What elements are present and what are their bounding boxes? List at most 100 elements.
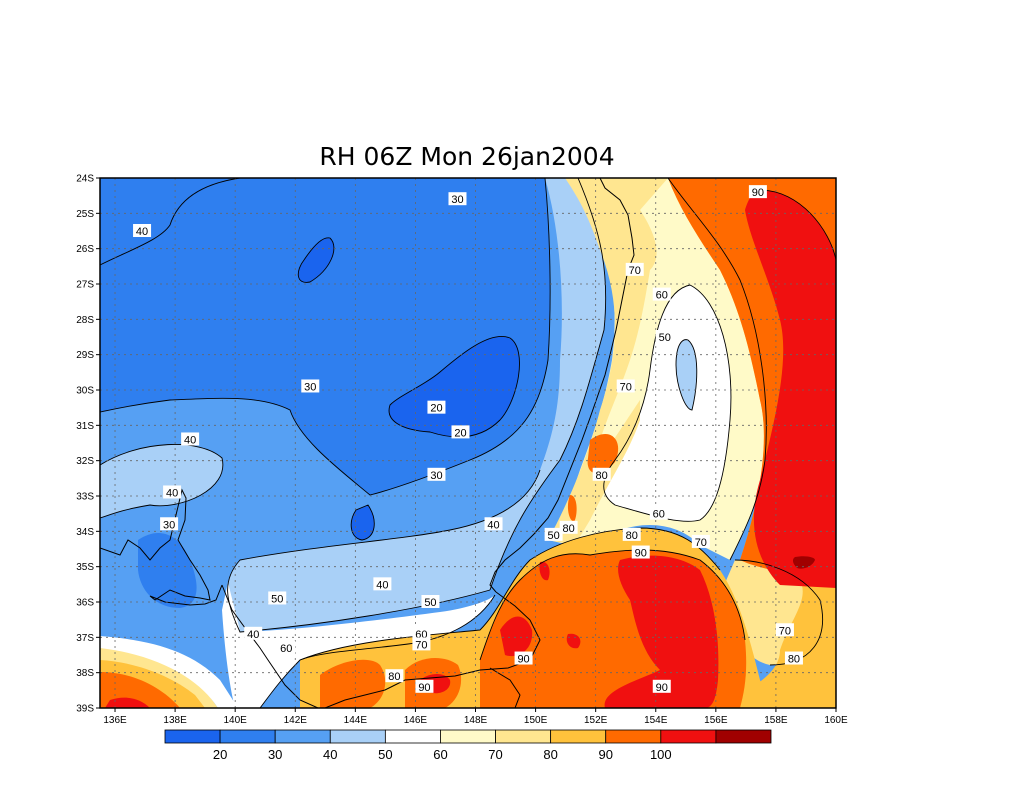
contour-label-text: 30 <box>430 470 442 482</box>
colorbar-label: 20 <box>213 747 227 762</box>
coastline-spencer-gulf <box>100 488 223 606</box>
contour-label-bg <box>421 595 440 608</box>
map-frame <box>99 177 837 709</box>
contour-label-bg <box>412 637 431 651</box>
contour-label: 80 <box>592 467 611 482</box>
contour-label: 50 <box>655 330 674 344</box>
colorbar-swatch <box>219 729 276 744</box>
contour-line-30 <box>100 178 241 266</box>
contour-label: 40 <box>133 224 152 238</box>
contour-label: 70 <box>691 534 710 549</box>
rh-region-90-100-islet-2 <box>587 433 619 474</box>
lat-tick-label: 35S <box>76 562 94 573</box>
contour-label-text: 30 <box>451 194 463 206</box>
contour-label-bg <box>448 192 467 206</box>
contour-label-text: 90 <box>752 187 764 199</box>
rh-region-above-100-southwest-corner <box>105 697 150 708</box>
lon-tick-label: 154E <box>644 715 668 726</box>
rh-region-40-50-east-band <box>227 178 606 632</box>
rh-region-above-100-islet-1 <box>500 616 533 657</box>
contour-label: 70 <box>625 262 644 277</box>
contour-label-bg <box>784 651 803 665</box>
contour-label-bg <box>133 224 152 237</box>
contour-label-text: 20 <box>454 427 466 439</box>
colorbar-swatch <box>384 729 441 744</box>
contour-label: 80 <box>559 520 578 535</box>
contour-label-bg <box>451 425 470 439</box>
rh-filled-contours <box>100 178 836 708</box>
colorbar-label: 100 <box>650 747 672 762</box>
contour-label-bg <box>514 651 533 665</box>
lat-tick-label: 28S <box>76 315 94 326</box>
rh-region-above-100-islet-2 <box>539 561 550 581</box>
contour-line-70-south <box>299 527 721 661</box>
rh-region-above-100-south <box>604 555 719 708</box>
contour-label-bg <box>748 185 767 199</box>
contour-label-text: 60 <box>280 643 292 655</box>
rh-region-dark-red-east <box>792 556 815 569</box>
contour-label-text: 50 <box>271 593 283 605</box>
contour-label: 40 <box>244 626 263 641</box>
contour-line-40-east <box>489 178 607 591</box>
contour-label-bg <box>592 467 611 481</box>
contour-label: 20 <box>451 425 470 439</box>
contour-line-50 <box>259 594 496 708</box>
lon-tick-label: 136E <box>103 715 127 726</box>
contour-label: 80 <box>622 527 641 542</box>
contour-label-bg <box>691 534 710 548</box>
contour-label-bg <box>484 517 503 531</box>
contour-label: 30 <box>448 192 467 206</box>
contour-label-bg <box>559 520 578 534</box>
contour-label-bg <box>181 432 200 446</box>
contour-label-bg <box>652 287 671 301</box>
lon-tick-label: 152E <box>584 715 608 726</box>
contour-label-text: 40 <box>136 226 148 238</box>
lat-lon-gridlines <box>100 178 836 708</box>
contour-label: 30 <box>427 467 446 482</box>
contour-label-bg <box>427 467 446 481</box>
contour-label: 70 <box>412 637 431 651</box>
colorbar-swatch <box>715 729 772 744</box>
lon-tick-label: 156E <box>704 715 728 726</box>
lon-tick-label: 142E <box>284 715 308 726</box>
lat-tick-label: 36S <box>76 598 94 609</box>
contour-label-text: 60 <box>653 509 665 521</box>
contour-label-text: 90 <box>517 654 529 666</box>
contour-label: 90 <box>748 185 767 199</box>
colorbar-swatch <box>274 729 331 744</box>
colorbar-label: 50 <box>378 747 392 762</box>
lat-tick-label: 26S <box>76 244 94 255</box>
lon-tick-label: 146E <box>404 715 428 726</box>
contour-label: 50 <box>421 595 440 609</box>
contour-label-bg <box>775 623 794 637</box>
contour-label-bg <box>544 527 563 541</box>
rh-region-20-30-southwest <box>138 532 197 608</box>
contour-line-40-west <box>100 444 224 519</box>
contour-label: 90 <box>514 651 533 666</box>
colorbar-swatch <box>329 729 386 744</box>
lon-tick-label: 148E <box>464 715 488 726</box>
rh-region-below-20-north <box>298 237 334 283</box>
contour-label-bg <box>655 330 674 343</box>
contour-label-text: 50 <box>659 332 671 344</box>
rh-region-90-100-southwest <box>320 659 386 708</box>
colorbar-label: 60 <box>433 747 447 762</box>
coastline-tasmania-north <box>489 667 521 708</box>
contour-label-bg <box>625 262 644 276</box>
latitude-axis: 24S 25S 26S 27S 28S 29S 30S 31S 32S 33S 34S 35S 36S 3… <box>76 174 100 715</box>
contour-label-text: 60 <box>656 290 668 302</box>
contour-label-text: 70 <box>415 639 427 651</box>
lat-tick-label: 29S <box>76 350 94 361</box>
contour-label-text: 70 <box>629 265 641 277</box>
contour-line-20-north <box>297 237 335 283</box>
lat-tick-label: 30S <box>76 386 94 397</box>
colorbar-label: 70 <box>488 747 502 762</box>
contour-label-text: 70 <box>779 625 791 637</box>
lat-tick-label: 38S <box>76 668 94 679</box>
lat-tick-label: 25S <box>76 209 94 220</box>
contour-label-text: 90 <box>656 682 668 694</box>
lon-tick-label: 158E <box>764 715 788 726</box>
contour-line-60-east <box>603 284 732 522</box>
lon-tick-label: 140E <box>224 715 248 726</box>
contour-label-bg <box>427 400 446 414</box>
